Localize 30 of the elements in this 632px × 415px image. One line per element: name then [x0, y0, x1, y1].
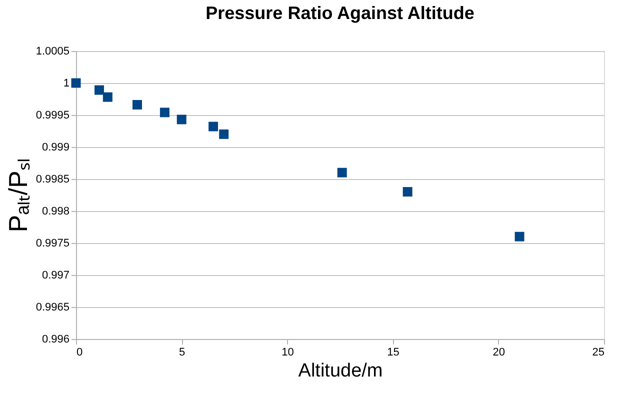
point	[337, 168, 347, 178]
y-axis-title: Pₐₗₜ/Pₛₗ	[2, 158, 33, 232]
y-tick-label: 0.997	[42, 270, 70, 282]
point	[94, 85, 104, 95]
point	[402, 187, 412, 197]
chart-title: Pressure Ratio Against Altitude	[206, 3, 474, 23]
y-tick-label: 0.9975	[36, 238, 70, 250]
point	[160, 108, 170, 118]
x-tick-label: 15	[387, 346, 400, 358]
point	[132, 100, 142, 110]
y-tick-label: 1	[63, 78, 70, 90]
point	[208, 122, 218, 132]
x-tick-label: 10	[282, 346, 294, 358]
x-tick-label: 25	[592, 346, 604, 358]
x-tick-label: 0	[76, 346, 83, 358]
y-tick-label: 0.999	[42, 142, 70, 154]
y-tick-label: 1.0005	[36, 46, 70, 58]
y-tick-label: 0.9995	[36, 110, 70, 122]
y-tick-label: 0.996	[42, 334, 70, 346]
point	[219, 129, 229, 139]
point	[176, 114, 186, 124]
y-tick-label: 0.9985	[36, 174, 70, 186]
point	[514, 232, 524, 242]
y-tick-label: 0.998	[42, 206, 70, 218]
point	[102, 92, 112, 102]
x-axis-title: Altitude/m	[298, 360, 383, 382]
y-tick-label: 0.9965	[36, 302, 70, 314]
x-tick-label: 20	[492, 346, 506, 358]
x-tick-label: 5	[179, 346, 186, 358]
point	[71, 78, 81, 88]
